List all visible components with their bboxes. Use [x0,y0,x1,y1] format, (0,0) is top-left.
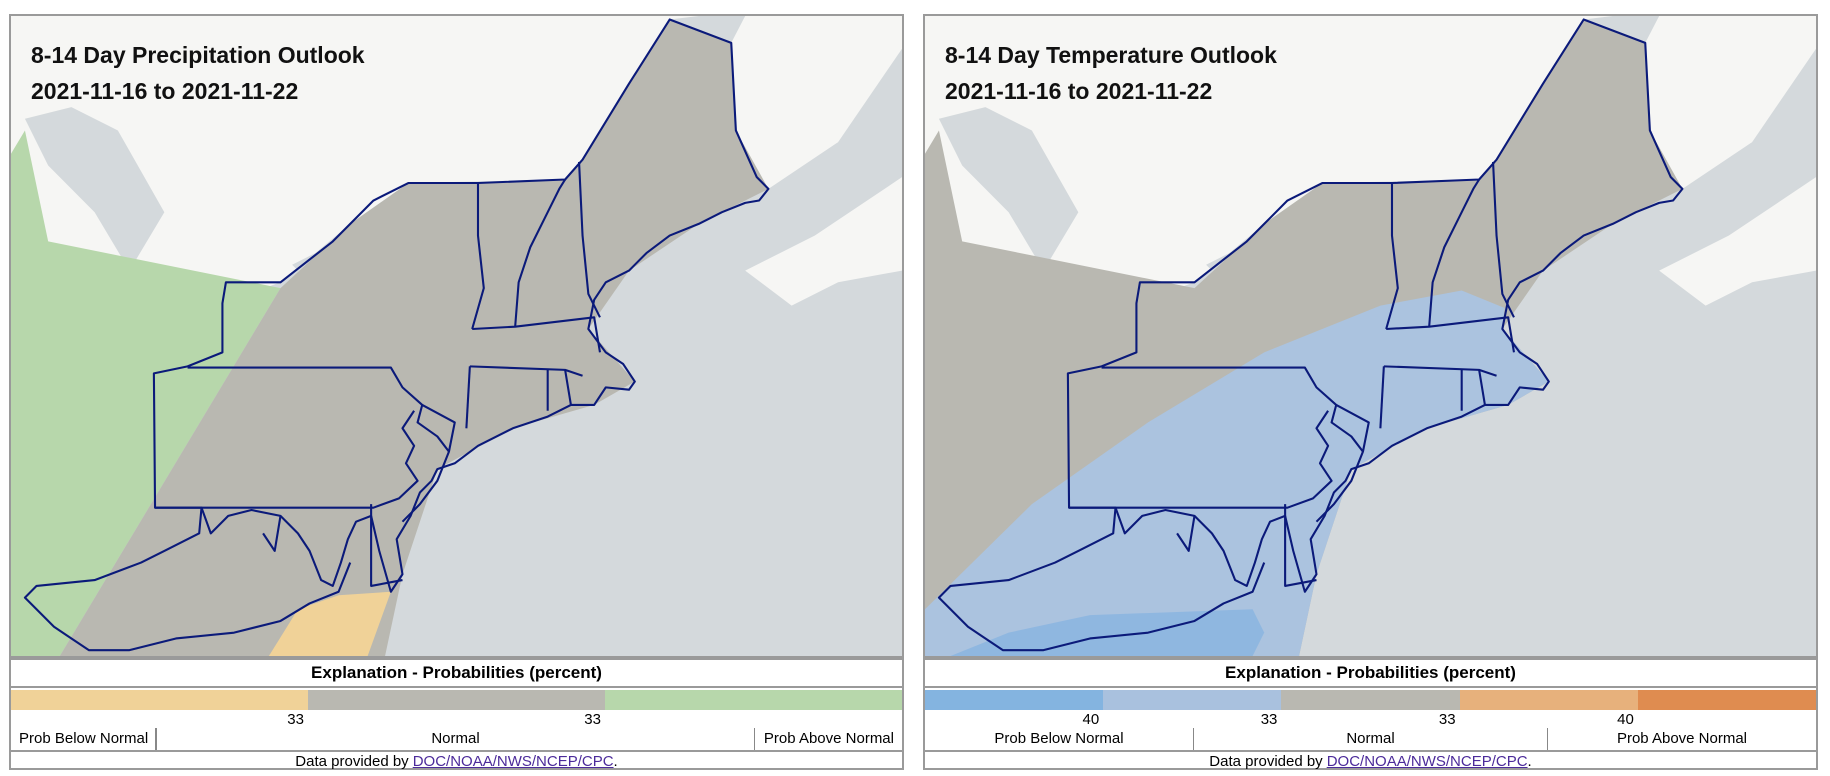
tick-label: 33 [287,711,304,728]
category-row: Prob Below Normal Normal Prob Above Normal [11,728,902,752]
legend: Explanation - Probabilities (percent) 40 3… [925,656,1817,770]
category-label: Prob Below Normal [11,728,157,750]
credit-link[interactable]: DOC/NOAA/NWS/NCEP/CPC [1326,753,1528,770]
credit-suffix: . [1527,753,1532,770]
color-swatch [605,690,902,710]
temp-panel: 8-14 Day Temperature Outlook 2021-11-16 … [923,14,1818,770]
legend: Explanation - Probabilities (percent) 33 3… [11,656,902,770]
color-swatch [925,690,1104,710]
credit-suffix: . [613,753,618,770]
tick-row: 33 33 [11,710,902,728]
date-range: 2021-11-16 to 2021-11-22 [945,78,1213,104]
precip-panel: 8-14 Day Precipitation Outlook 2021-11-1… [9,14,904,770]
tick-label: 40 [1082,711,1100,728]
temp-map [925,16,1816,656]
credit: Data provided by DOC/NOAA/NWS/NCEP/CPC. [11,752,902,772]
color-swatch [308,690,605,710]
date-range: 2021-11-16 to 2021-11-22 [31,78,299,104]
color-swatch [11,690,308,710]
map-title: 8-14 Day Precipitation Outlook [31,42,365,68]
credit: Data provided by DOC/NOAA/NWS/NCEP/CPC. [925,752,1816,772]
color-bar [11,690,902,710]
category-label: Prob Above Normal [754,728,902,750]
legend-title: Explanation - Probabilities (percent) [925,660,1816,688]
legend-title: Explanation - Probabilities (percent) [11,660,902,688]
map-title: 8-14 Day Temperature Outlook [945,42,1277,68]
category-label: Prob Above Normal [1547,728,1816,750]
credit-text: Data provided by [1209,753,1323,770]
credit-link[interactable]: DOC/NOAA/NWS/NCEP/CPC [412,753,614,770]
color-swatch [1637,690,1817,710]
color-swatch [1281,690,1460,710]
tick-label: 33 [1438,711,1456,728]
category-label: Normal [1346,730,1395,747]
color-bar [925,690,1817,710]
color-swatch [1103,690,1282,710]
tick-label: 40 [1617,711,1634,728]
credit-text: Data provided by [295,753,409,770]
tick-label: 33 [584,711,601,728]
category-label: Normal [431,730,480,747]
tick-row: 40 33 33 40 [925,710,1816,728]
precip-map [11,16,902,656]
category-row: Prob Below Normal Normal Prob Above Normal [925,728,1816,752]
category-label: Prob Below Normal [925,728,1194,750]
color-swatch [1459,690,1638,710]
tick-label: 33 [1260,711,1278,728]
